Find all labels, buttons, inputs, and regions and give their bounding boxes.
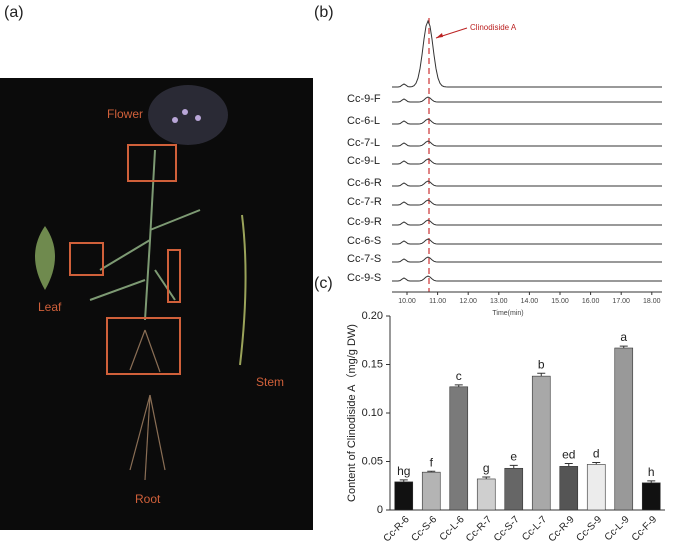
photo-label: Leaf bbox=[38, 300, 62, 314]
significance-label: ed bbox=[562, 448, 575, 462]
x-tick-label: 18.00 bbox=[643, 298, 661, 305]
significance-label: g bbox=[483, 461, 490, 475]
panel-label: (c) bbox=[314, 275, 333, 292]
bar bbox=[476, 478, 496, 511]
bar bbox=[641, 482, 661, 511]
flower-inset bbox=[148, 85, 228, 145]
trace-label: Cc-9-R bbox=[347, 216, 382, 228]
trace-label: Cc-9-F bbox=[347, 93, 381, 105]
trace-label: Cc-7-S bbox=[347, 253, 381, 265]
chromatogram-trace bbox=[392, 219, 662, 226]
significance-label: e bbox=[510, 450, 517, 464]
bar bbox=[559, 466, 579, 511]
chromatogram-trace bbox=[392, 180, 662, 187]
bar bbox=[504, 467, 524, 511]
y-tick-label: 0.05 bbox=[362, 455, 383, 467]
x-tick-label: Cc-R-9 bbox=[547, 514, 577, 544]
x-axis-label: Time(min) bbox=[492, 310, 523, 317]
roots bbox=[129, 329, 166, 481]
error-bar bbox=[454, 384, 463, 387]
bar bbox=[586, 464, 606, 511]
bar bbox=[421, 471, 441, 511]
bar bbox=[449, 386, 469, 511]
y-tick-label: 0.10 bbox=[362, 407, 383, 419]
chromatogram-trace bbox=[392, 19, 662, 88]
x-tick-label: 10.00 bbox=[398, 298, 416, 305]
photo-label: Root bbox=[135, 492, 161, 506]
x-tick-label: 12.00 bbox=[459, 298, 477, 305]
x-tick-label: Cc-L-6 bbox=[438, 514, 467, 543]
bar bbox=[531, 375, 551, 511]
x-tick-label: 11.00 bbox=[429, 298, 446, 305]
trace-label: Cc-9-L bbox=[347, 155, 380, 167]
error-bar bbox=[647, 480, 656, 483]
error-bar bbox=[564, 462, 573, 467]
x-tick-label: Cc-R-7 bbox=[464, 514, 494, 544]
bar bbox=[614, 347, 634, 511]
panel-label: (a) bbox=[4, 4, 24, 21]
trace-label: Cc-7-L bbox=[347, 137, 380, 149]
error-bar bbox=[619, 345, 628, 349]
chromatogram-trace bbox=[392, 118, 662, 125]
x-tick-label: 14.00 bbox=[521, 298, 539, 305]
x-tick-label: Cc-S-6 bbox=[409, 514, 439, 544]
panel-label: (b) bbox=[314, 4, 334, 21]
x-tick-label: Cc-S-7 bbox=[492, 514, 522, 544]
error-bar bbox=[592, 461, 601, 465]
photo: Flower Leaf Stem Root bbox=[0, 78, 313, 530]
chromatogram-trace bbox=[392, 158, 662, 165]
chromatogram-trace bbox=[392, 275, 662, 282]
y-tick-label: 0.20 bbox=[362, 310, 383, 322]
chromatogram-trace bbox=[392, 256, 662, 263]
arrow-head bbox=[436, 33, 443, 38]
x-tick-label: Cc-L-7 bbox=[520, 514, 549, 543]
significance-label: c bbox=[456, 369, 462, 383]
y-axis-label: Content of Clinodiside A（mg/g DW) bbox=[345, 324, 358, 502]
trace-label: Cc-6-L bbox=[347, 115, 380, 127]
x-tick-label: Cc-F-9 bbox=[630, 514, 660, 544]
trace-label: Cc-9-S bbox=[347, 272, 381, 284]
trace-label: Cc-7-R bbox=[347, 196, 382, 208]
error-bar bbox=[427, 470, 436, 473]
leaf bbox=[35, 226, 55, 290]
x-tick-label: 15.00 bbox=[551, 298, 569, 305]
photo-label: Flower bbox=[107, 107, 143, 121]
chromatogram-trace bbox=[392, 96, 662, 103]
bar bbox=[394, 481, 414, 511]
error-bar bbox=[399, 479, 408, 482]
x-tick-label: Cc-S-9 bbox=[574, 514, 604, 544]
significance-label: d bbox=[593, 447, 600, 461]
error-bar bbox=[509, 464, 518, 469]
photo-bg bbox=[0, 78, 313, 530]
chromatogram-trace bbox=[392, 140, 662, 147]
x-tick-label: 13.00 bbox=[490, 298, 508, 305]
stem bbox=[239, 214, 247, 366]
significance-label: hg bbox=[397, 464, 410, 478]
annotation: Clinodiside A bbox=[470, 23, 517, 32]
error-bar bbox=[482, 476, 491, 479]
x-tick-label: 16.00 bbox=[582, 298, 600, 305]
significance-label: h bbox=[648, 465, 655, 479]
y-tick-label: 0 bbox=[377, 504, 383, 516]
chromatogram-trace bbox=[392, 199, 662, 206]
chromatogram-trace bbox=[392, 238, 662, 245]
x-tick-label: 17.00 bbox=[612, 298, 630, 305]
trace-label: Cc-6-S bbox=[347, 235, 381, 247]
x-tick-label: Cc-L-9 bbox=[603, 514, 632, 543]
significance-label: f bbox=[430, 455, 434, 469]
trace-label: Cc-6-R bbox=[347, 177, 382, 189]
error-bar bbox=[537, 372, 546, 377]
y-tick-label: 0.15 bbox=[362, 358, 383, 370]
significance-label: b bbox=[538, 357, 545, 371]
x-tick-label: Cc-R-6 bbox=[382, 514, 412, 544]
highlight-box bbox=[69, 144, 181, 375]
significance-label: a bbox=[620, 330, 627, 344]
photo-label: Stem bbox=[256, 375, 284, 389]
